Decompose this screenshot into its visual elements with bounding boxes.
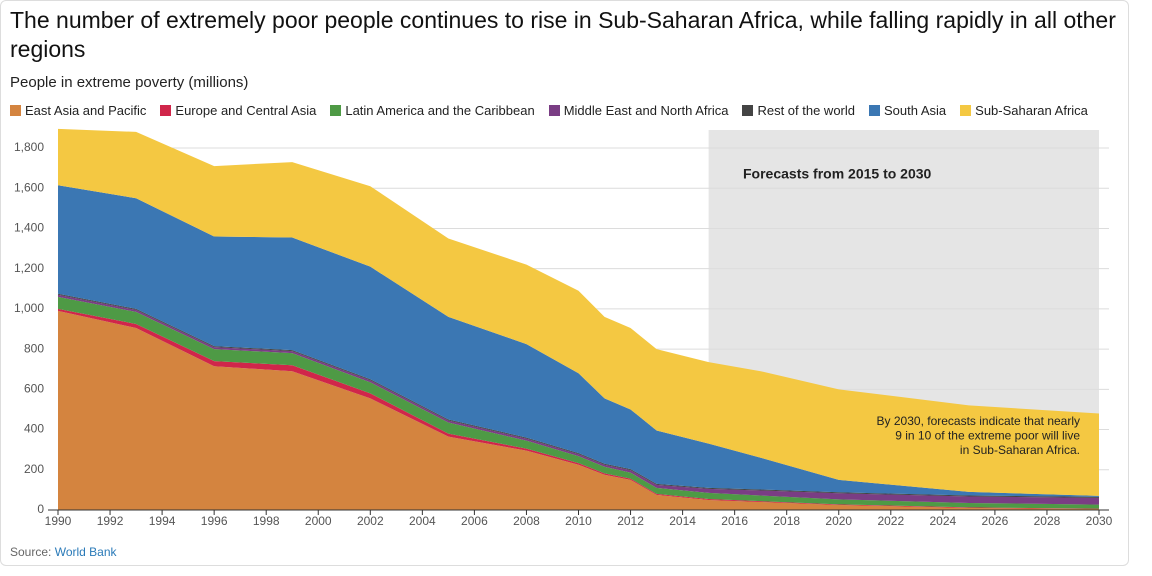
legend-label: Europe and Central Asia <box>175 103 317 118</box>
y-tick-label: 1,000 <box>14 301 44 315</box>
legend-swatch <box>548 105 560 116</box>
legend-item: East Asia and Pacific <box>10 103 146 118</box>
y-tick-label: 1,400 <box>14 221 44 235</box>
legend-label: Rest of the world <box>757 103 855 118</box>
source-link[interactable]: World Bank <box>54 545 117 559</box>
x-tick-label: 1990 <box>45 514 72 528</box>
source-label: Source: <box>10 545 52 559</box>
x-tick-label: 2006 <box>461 514 488 528</box>
legend-item: Europe and Central Asia <box>160 103 316 118</box>
legend-swatch <box>869 105 880 116</box>
legend-label: Sub-Saharan Africa <box>975 103 1088 118</box>
x-tick-label: 2028 <box>1034 514 1061 528</box>
legend-swatch <box>742 105 754 116</box>
legend-item: Latin America and the Caribbean <box>330 103 535 118</box>
legend-label: Latin America and the Caribbean <box>345 103 535 118</box>
x-tick-label: 2016 <box>721 514 748 528</box>
y-tick-label: 1,800 <box>14 140 44 154</box>
annotation: 9 in 10 of the extreme poor will live <box>895 429 1080 443</box>
legend-item: Rest of the world <box>742 103 855 118</box>
y-tick-label: 0 <box>37 502 44 516</box>
x-tick-label: 1998 <box>253 514 280 528</box>
legend-swatch <box>330 105 342 116</box>
x-tick-label: 2010 <box>565 514 592 528</box>
chart-subtitle: People in extreme poverty (millions) <box>10 74 249 91</box>
y-tick-label: 1,200 <box>14 261 44 275</box>
y-tick-label: 800 <box>24 341 44 355</box>
annotation: By 2030, forecasts indicate that nearly <box>877 414 1080 428</box>
x-tick-label: 2014 <box>669 514 696 528</box>
legend-item: Sub-Saharan Africa <box>960 103 1088 118</box>
y-tick-label: 1,600 <box>14 180 44 194</box>
x-tick-label: 2012 <box>617 514 644 528</box>
x-tick-label: 2008 <box>513 514 540 528</box>
legend-swatch <box>160 105 172 116</box>
chart-title: The number of extremely poor people cont… <box>10 7 1116 62</box>
legend-label: Middle East and North Africa <box>563 103 729 118</box>
y-tick-label: 200 <box>24 462 44 476</box>
legend-swatch <box>10 105 21 116</box>
legend-item: Middle East and North Africa <box>548 103 729 118</box>
x-tick-label: 2002 <box>357 514 384 528</box>
source: Source: World Bank <box>10 545 117 559</box>
annotation: in Sub-Saharan Africa. <box>960 443 1080 457</box>
x-tick-label: 2018 <box>773 514 800 528</box>
x-tick-label: 2022 <box>877 514 904 528</box>
y-tick-label: 400 <box>24 422 44 436</box>
x-tick-label: 1996 <box>201 514 228 528</box>
area <box>58 128 1099 496</box>
y-tick-label: 600 <box>24 382 44 396</box>
x-tick-label: 2000 <box>305 514 332 528</box>
x-tick-label: 2024 <box>929 514 956 528</box>
x-tick-label: 1994 <box>149 514 176 528</box>
area <box>58 310 1099 510</box>
x-tick-label: 2004 <box>409 514 436 528</box>
legend-label: South Asia <box>884 103 947 118</box>
legend-label: East Asia and Pacific <box>25 103 147 118</box>
x-tick-label: 2020 <box>825 514 852 528</box>
legend-item: South Asia <box>869 103 946 118</box>
legend: East Asia and Pacific Europe and Central … <box>10 103 1088 118</box>
forecast-label: Forecasts from 2015 to 2030 <box>743 166 932 182</box>
area <box>58 185 1099 497</box>
x-tick-label: 2030 <box>1086 514 1113 528</box>
x-tick-label: 1992 <box>97 514 124 528</box>
card <box>0 0 1129 566</box>
x-tick-label: 2026 <box>982 514 1009 528</box>
legend-swatch <box>960 105 972 116</box>
